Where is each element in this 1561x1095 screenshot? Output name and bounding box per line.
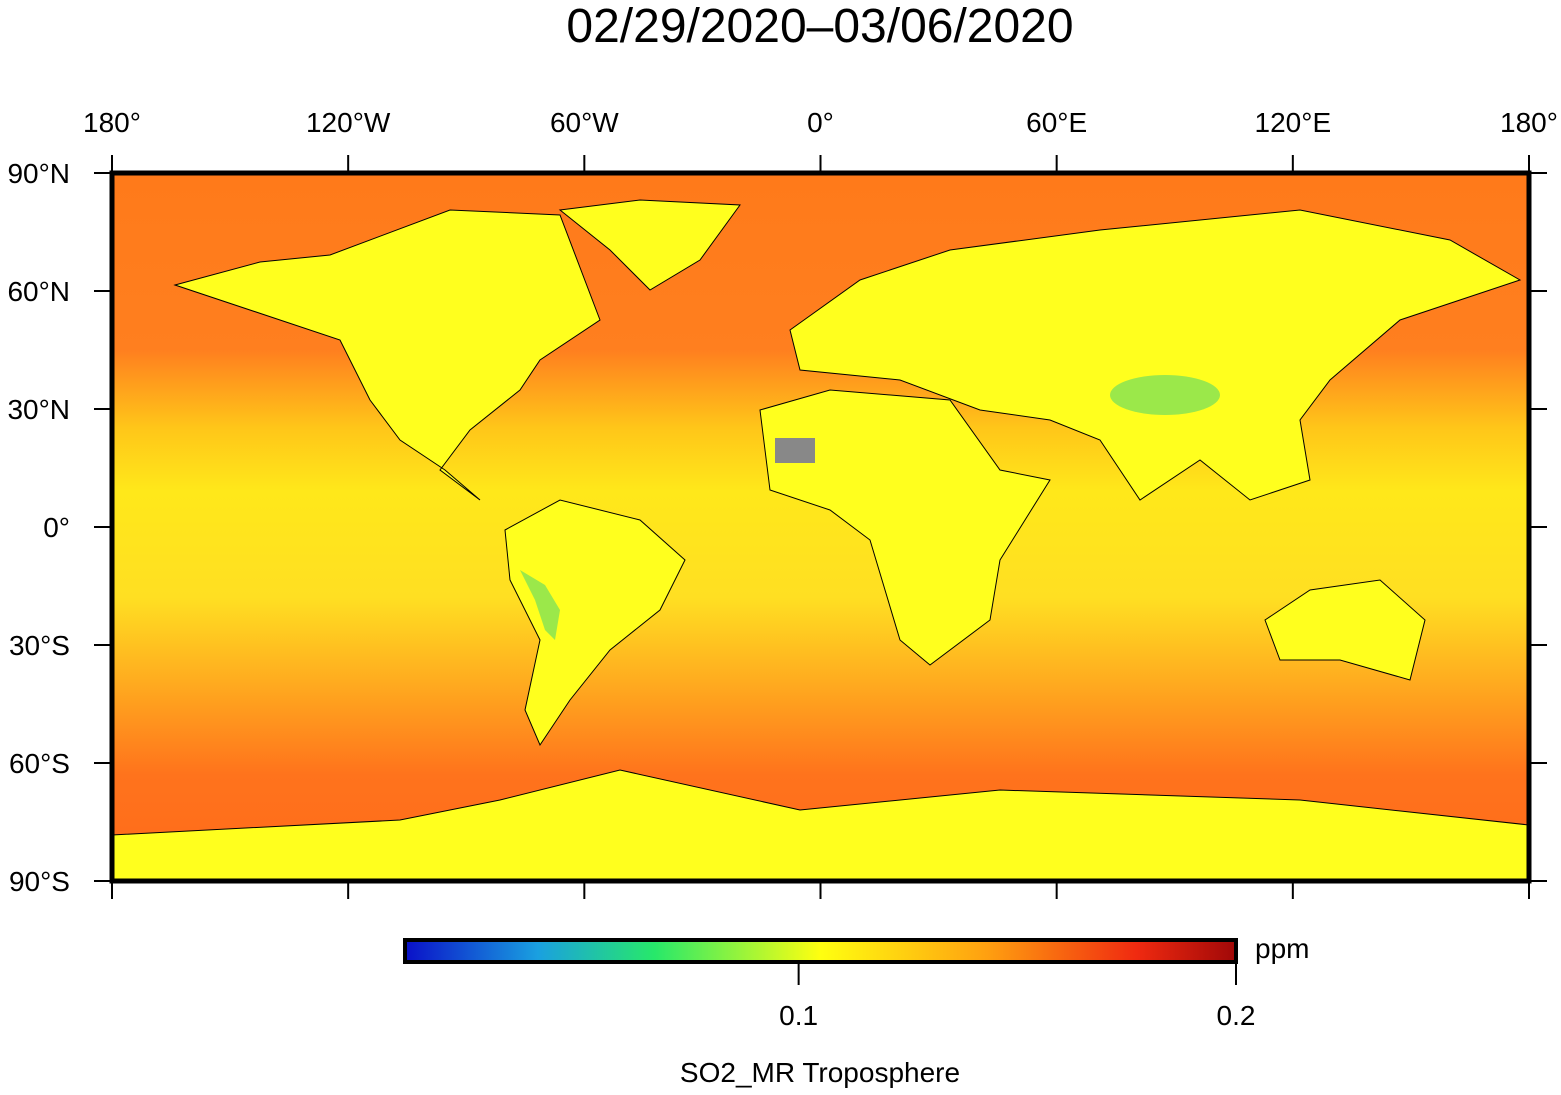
andes [520, 570, 560, 640]
africa [759, 389, 1051, 666]
title: 02/29/2020–03/06/2020 [566, 0, 1073, 53]
map-field [111, 173, 1530, 882]
y-tick-label: 0° [43, 512, 70, 543]
x-tick-label: 60°W [550, 107, 619, 138]
y-tick-label: 30°S [9, 630, 70, 661]
missing-data [775, 438, 815, 463]
x-tick-label: 180° [83, 107, 141, 138]
y-tick-label: 60°S [9, 748, 70, 779]
colorbar-tick-label: 0.2 [1217, 1000, 1256, 1031]
tibet [1110, 375, 1220, 415]
x-tick-label: 180° [1500, 107, 1558, 138]
x-tick-label: 120°E [1255, 107, 1332, 138]
north-america [173, 209, 601, 501]
colorbar-unit: ppm [1255, 933, 1309, 964]
australia [1264, 579, 1426, 681]
y-tick-label: 90°N [7, 158, 70, 189]
colorbar [403, 938, 1238, 964]
colorbar-label: SO2_MR Troposphere [680, 1057, 960, 1088]
eurasia [789, 209, 1522, 501]
y-tick-label: 60°N [7, 276, 70, 307]
colorbar-tick-label: 0.1 [779, 1000, 818, 1031]
y-tick-label: 90°S [9, 866, 70, 897]
greenland [558, 199, 741, 291]
x-tick-label: 0° [807, 107, 834, 138]
x-tick-label: 60°E [1026, 107, 1087, 138]
x-tick-label: 120°W [306, 107, 391, 138]
south-america [504, 499, 686, 747]
y-tick-label: 30°N [7, 394, 70, 425]
